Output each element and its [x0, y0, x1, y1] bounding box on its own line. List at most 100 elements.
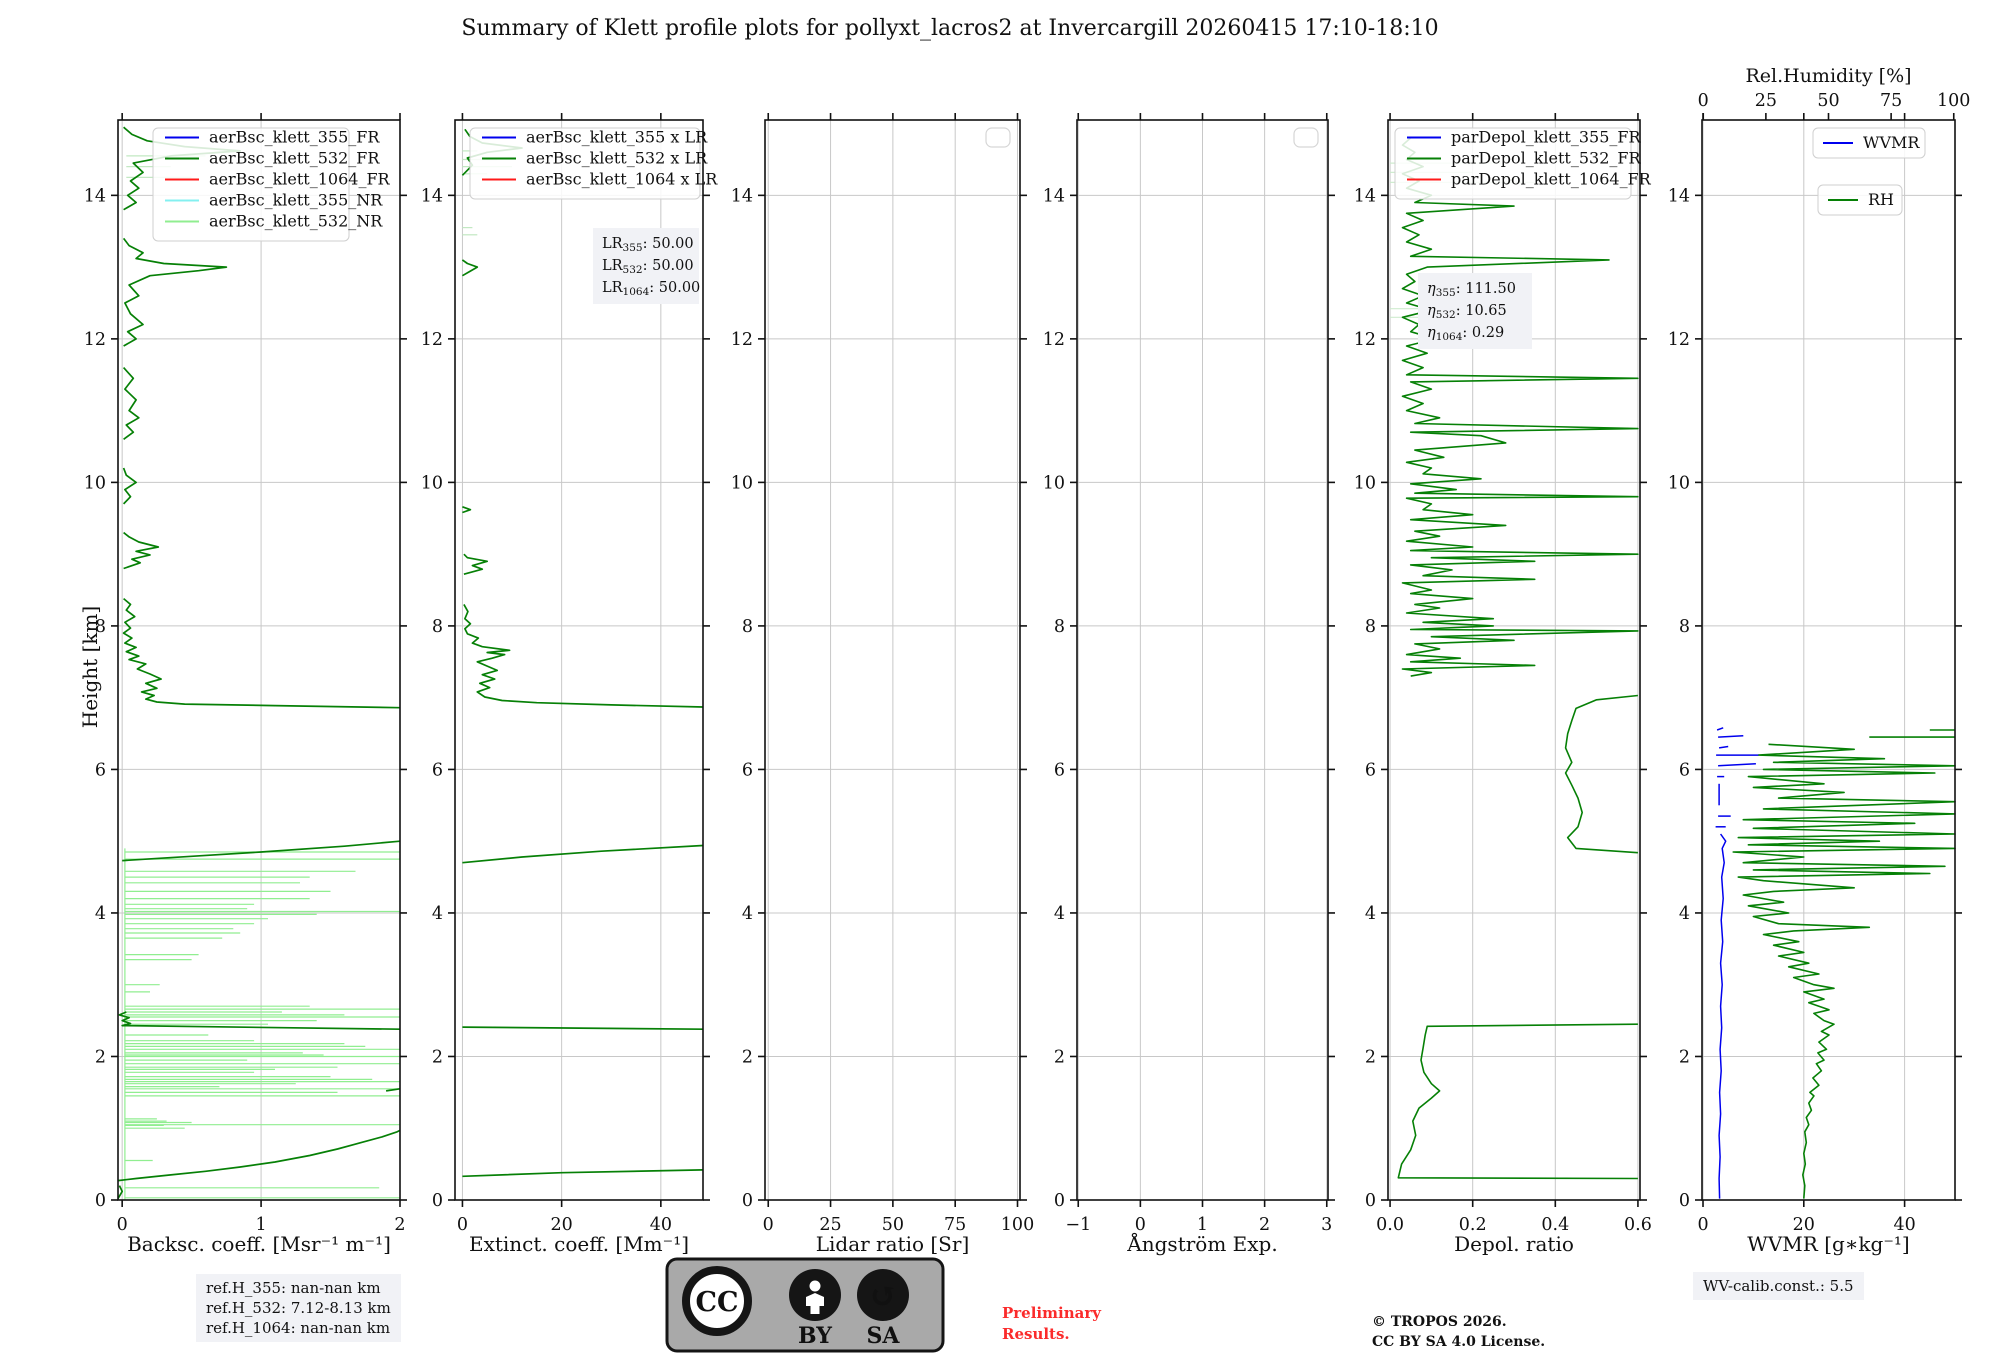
svg-text:12: 12	[1354, 330, 1376, 350]
svg-text:aerBsc_klett_355 x LR: aerBsc_klett_355 x LR	[526, 128, 708, 147]
preliminary-results-note: Preliminary Results.	[1002, 1304, 1101, 1343]
svg-text:12: 12	[1668, 330, 1690, 350]
svg-text:4: 4	[742, 904, 753, 924]
svg-text:10: 10	[1354, 473, 1376, 493]
lidar-ratio-xaxis-label: Lidar ratio [Sr]	[815, 1232, 970, 1256]
svg-text:8: 8	[1679, 617, 1690, 637]
svg-text:aerBsc_klett_1064_FR: aerBsc_klett_1064_FR	[209, 170, 391, 189]
svg-text:WVMR: WVMR	[1863, 133, 1920, 152]
svg-text:0: 0	[1698, 91, 1709, 111]
svg-text:14: 14	[1354, 186, 1376, 206]
svg-text:SA: SA	[867, 1323, 901, 1349]
extinction-legend: aerBsc_klett_355 x LR aerBsc_klett_532 x …	[469, 127, 718, 200]
extinction-annotation: LR355: 50.00 LR532: 50.00 LR1064: 50.00	[593, 228, 700, 304]
svg-text:1: 1	[256, 1215, 267, 1235]
ref-h-355: ref.H_355: nan-nan km	[206, 1279, 381, 1297]
RH-trace	[1732, 743, 1956, 1199]
svg-text:0.0: 0.0	[1376, 1215, 1404, 1235]
svg-text:LR1064: 50.00: LR1064: 50.00	[602, 280, 700, 298]
svg-text:2: 2	[1365, 1047, 1376, 1067]
wvmr-legend-wvmr: WVMR	[1812, 127, 1926, 159]
svg-text:CC: CC	[696, 1287, 739, 1318]
copyright-note: © TROPOS 2026. CC BY SA 4.0 License.	[1372, 1314, 1546, 1350]
svg-text:6: 6	[1054, 760, 1065, 780]
aerBsc_klett_532_FR-trace	[122, 237, 228, 347]
svg-text:20: 20	[1793, 1215, 1815, 1235]
top-axis-label-rel-humidity: Rel.Humidity [%]	[1745, 65, 1911, 87]
lidar-ratio-plot: 0 25 50 75 100 0 2 4 6 8 10 12 14	[731, 113, 1034, 1235]
svg-text:40: 40	[1893, 1215, 1915, 1235]
svg-text:0: 0	[117, 1215, 128, 1235]
svg-text:0: 0	[742, 1191, 753, 1211]
svg-text:parDepol_klett_532_FR: parDepol_klett_532_FR	[1451, 149, 1642, 168]
svg-text:BY: BY	[798, 1323, 832, 1349]
svg-text:10: 10	[421, 473, 443, 493]
svg-text:14: 14	[84, 186, 106, 206]
svg-text:0.4: 0.4	[1541, 1215, 1569, 1235]
svg-text:14: 14	[421, 186, 443, 206]
svg-text:4: 4	[1365, 904, 1376, 924]
svg-text:0: 0	[1697, 1215, 1708, 1235]
aerBsc_klett_532_FR-trace	[385, 1087, 401, 1092]
svg-text:aerBsc_klett_532 x LR: aerBsc_klett_532 x LR	[526, 149, 708, 168]
svg-text:0: 0	[95, 1191, 106, 1211]
ref-h-532: ref.H_532: 7.12-8.13 km	[206, 1299, 391, 1317]
WVMR-trace	[1718, 833, 1727, 1199]
svg-text:0.2: 0.2	[1459, 1215, 1487, 1235]
backscatter-plot: 0 1 202468101214aerBsc_klett_355_FRaerBsc_…	[84, 113, 407, 1235]
svg-text:14: 14	[731, 186, 753, 206]
svg-text:0: 0	[457, 1215, 468, 1235]
wv-calibration-annotation: WV-calib.const.: 5.5	[1693, 1272, 1864, 1300]
aerBsc_klett_532_FR-trace	[123, 126, 242, 211]
WVMR-trace	[1718, 734, 1744, 738]
aerBsc_klett_532_x_LR-trace	[462, 1169, 704, 1178]
wvmr-legend-rh: RH	[1817, 184, 1903, 216]
svg-text:100: 100	[1937, 91, 1970, 111]
lidar-ratio-legend-empty	[985, 127, 1011, 148]
svg-text:2: 2	[432, 1047, 443, 1067]
svg-text:2: 2	[1679, 1047, 1690, 1067]
aerBsc_klett_532_FR-trace	[122, 367, 140, 440]
svg-text:aerBsc_klett_355_FR: aerBsc_klett_355_FR	[209, 128, 380, 147]
svg-text:0: 0	[1054, 1191, 1065, 1211]
svg-text:0: 0	[1135, 1215, 1146, 1235]
svg-text:RH: RH	[1868, 190, 1894, 209]
aerBsc_klett_532_FR-trace	[122, 467, 137, 505]
sa-arrow-icon: ↺	[857, 1269, 909, 1321]
by-person-icon	[789, 1269, 841, 1321]
svg-text:2: 2	[95, 1047, 106, 1067]
svg-text:0: 0	[432, 1191, 443, 1211]
svg-text:2: 2	[1259, 1215, 1270, 1235]
WVMR-trace	[1716, 727, 1724, 731]
svg-text:↺: ↺	[869, 1276, 898, 1316]
reference-height-annotation: ref.H_355: nan-nan km ref.H_532: 7.12-8.…	[196, 1274, 401, 1342]
depol-xaxis-label: Depol. ratio	[1454, 1232, 1574, 1256]
svg-text:10: 10	[1668, 473, 1690, 493]
svg-text:2: 2	[742, 1047, 753, 1067]
svg-text:aerBsc_klett_532_FR: aerBsc_klett_532_FR	[209, 149, 380, 168]
figure-title: Summary of Klett profile plots for polly…	[461, 16, 1439, 41]
svg-text:6: 6	[1679, 760, 1690, 780]
svg-text:6: 6	[742, 760, 753, 780]
svg-text:6: 6	[432, 760, 443, 780]
WVMR-trace	[1718, 762, 1756, 767]
extinction-xaxis-label: Extinct. coeff. [Mm⁻¹]	[468, 1232, 690, 1256]
depol-legend: parDepol_klett_355_FR parDepol_klett_532_…	[1394, 127, 1652, 200]
svg-text:aerBsc_klett_1064 x LR: aerBsc_klett_1064 x LR	[526, 170, 718, 189]
svg-text:12: 12	[731, 330, 753, 350]
svg-text:6: 6	[95, 760, 106, 780]
cc-by-sa-badge: CC ↺ BY SA	[665, 1257, 945, 1353]
svg-text:50: 50	[1817, 91, 1839, 111]
aerBsc_klett_532_x_LR-trace	[462, 844, 704, 864]
aerBsc_klett_532_x_LR-trace	[463, 603, 704, 708]
svg-text:4: 4	[1679, 904, 1690, 924]
svg-text:parDepol_klett_1064_FR: parDepol_klett_1064_FR	[1451, 170, 1652, 189]
parDepol_klett_532_FR-trace	[1564, 694, 1638, 854]
svg-text:75: 75	[1880, 91, 1902, 111]
depol-annotation: η355: 111.50 η532: 10.65 η1064: 0.29	[1418, 273, 1532, 349]
svg-text:8: 8	[1054, 617, 1065, 637]
aerBsc_klett_532_FR-trace	[117, 1185, 124, 1200]
aerBsc_klett_532_FR-trace	[123, 531, 160, 570]
